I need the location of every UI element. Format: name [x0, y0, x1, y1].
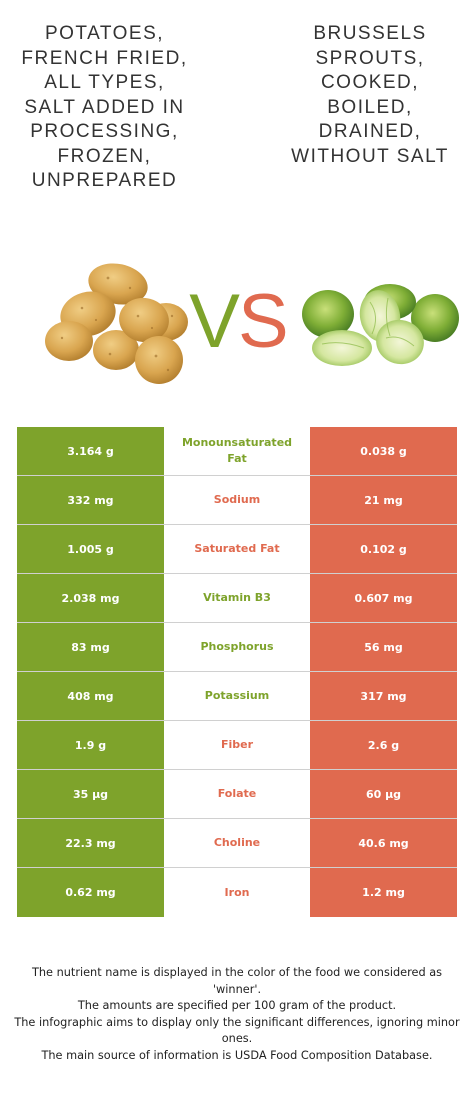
footnote-line: The amounts are specified per 100 gram o… [77, 999, 397, 1012]
nutrient-comparison-table: 3.164 g Monounsaturated Fat 0.038 g 332 mg S… [17, 427, 457, 917]
footnote-line: The infographic aims to display only the… [14, 1015, 460, 1046]
right-value: 1.2 mg [310, 868, 457, 917]
right-value: 60 µg [310, 770, 457, 818]
footnote-line: The main source of information is USDA F… [41, 1048, 433, 1062]
left-value: 408 mg [17, 672, 164, 720]
table-row: 408 mg Potassium 317 mg [17, 672, 457, 721]
table-row: 22.3 mg Choline 40.6 mg [17, 819, 457, 868]
table-row: 83 mg Phosphorus 56 mg [17, 623, 457, 672]
right-value: 56 mg [310, 623, 457, 671]
table-row: 332 mg Sodium 21 mg [17, 476, 457, 525]
right-value: 40.6 mg [310, 819, 457, 867]
right-value: 317 mg [310, 672, 457, 720]
potatoes-image [45, 263, 188, 384]
left-value: 3.164 g [17, 427, 164, 475]
right-value: 0.102 g [310, 525, 457, 573]
footnote: The nutrient name is displayed in the co… [14, 965, 460, 1064]
vs-s: S [238, 279, 289, 364]
food-right-title: Brussels sprouts, cooked, boiled, draine… [291, 23, 449, 167]
left-value: 22.3 mg [17, 819, 164, 867]
table-row: 1.9 g Fiber 2.6 g [17, 721, 457, 770]
left-value: 1.9 g [17, 721, 164, 769]
table-row: 2.038 mg Vitamin B3 0.607 mg [17, 574, 457, 623]
food-left-title: Potatoes, french fried, all types, salt … [21, 23, 188, 191]
table-row: 3.164 g Monounsaturated Fat 0.038 g [17, 427, 457, 476]
nutrient-name: Phosphorus [164, 623, 310, 671]
left-value: 1.005 g [17, 525, 164, 573]
right-value: 21 mg [310, 476, 457, 524]
right-value: 0.607 mg [310, 574, 457, 622]
table-row: 35 µg Folate 60 µg [17, 770, 457, 819]
nutrient-name: Iron [164, 868, 310, 917]
vs-label: VS [180, 282, 296, 362]
footnote-line: The nutrient name is displayed in the co… [31, 966, 443, 996]
nutrient-name: Fiber [164, 721, 310, 769]
left-value: 0.62 mg [17, 868, 164, 917]
nutrient-name: Sodium [164, 476, 310, 524]
nutrient-name: Saturated Fat [164, 525, 310, 573]
right-value: 2.6 g [310, 721, 457, 769]
nutrient-name: Folate [164, 770, 310, 818]
left-value: 83 mg [17, 623, 164, 671]
right-value: 0.038 g [310, 427, 457, 475]
vs-v: V [189, 279, 240, 364]
nutrient-name: Choline [164, 819, 310, 867]
left-value: 332 mg [17, 476, 164, 524]
left-value: 35 µg [17, 770, 164, 818]
nutrient-name: Monounsaturated Fat [164, 427, 310, 475]
brussels-sprouts-image [302, 284, 459, 366]
table-row: 1.005 g Saturated Fat 0.102 g [17, 525, 457, 574]
nutrient-name: Potassium [164, 672, 310, 720]
table-row: 0.62 mg Iron 1.2 mg [17, 868, 457, 917]
nutrient-name: Vitamin B3 [164, 574, 310, 622]
left-value: 2.038 mg [17, 574, 164, 622]
